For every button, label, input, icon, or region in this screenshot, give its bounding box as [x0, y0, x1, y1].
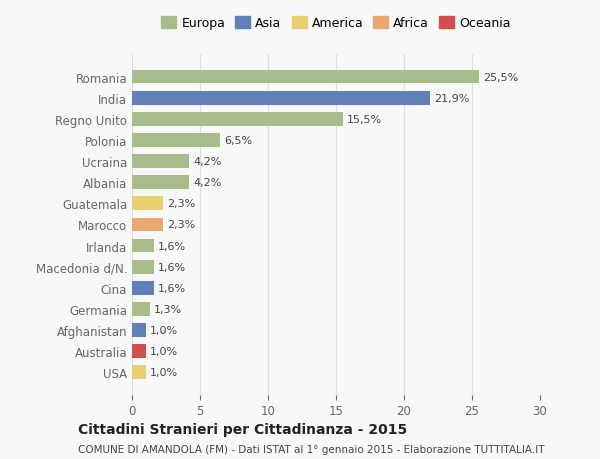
Bar [132, 260, 154, 274]
Text: 4,2%: 4,2% [193, 157, 221, 167]
Bar [132, 218, 163, 232]
Text: 21,9%: 21,9% [434, 94, 469, 103]
Bar [132, 134, 220, 147]
Text: 1,6%: 1,6% [158, 262, 186, 272]
Text: Cittadini Stranieri per Cittadinanza - 2015: Cittadini Stranieri per Cittadinanza - 2… [78, 422, 407, 436]
Text: 2,3%: 2,3% [167, 199, 196, 209]
Text: 15,5%: 15,5% [347, 115, 382, 124]
Bar [132, 239, 154, 253]
Bar [132, 92, 430, 105]
Text: 1,0%: 1,0% [149, 325, 178, 335]
Bar [132, 302, 149, 316]
Text: 25,5%: 25,5% [483, 73, 518, 82]
Bar [132, 155, 189, 168]
Text: 1,3%: 1,3% [154, 304, 182, 314]
Bar [132, 324, 146, 337]
Bar [132, 345, 146, 358]
Text: COMUNE DI AMANDOLA (FM) - Dati ISTAT al 1° gennaio 2015 - Elaborazione TUTTITALI: COMUNE DI AMANDOLA (FM) - Dati ISTAT al … [78, 444, 545, 454]
Bar [132, 176, 189, 190]
Text: 1,0%: 1,0% [149, 347, 178, 356]
Bar [132, 281, 154, 295]
Text: 1,6%: 1,6% [158, 283, 186, 293]
Text: 2,3%: 2,3% [167, 220, 196, 230]
Text: 4,2%: 4,2% [193, 178, 221, 188]
Bar [132, 71, 479, 84]
Bar [132, 197, 163, 211]
Text: 1,0%: 1,0% [149, 368, 178, 377]
Text: 6,5%: 6,5% [224, 135, 253, 146]
Bar [132, 366, 146, 379]
Text: 1,6%: 1,6% [158, 241, 186, 251]
Legend: Europa, Asia, America, Africa, Oceania: Europa, Asia, America, Africa, Oceania [161, 17, 511, 30]
Bar [132, 112, 343, 126]
